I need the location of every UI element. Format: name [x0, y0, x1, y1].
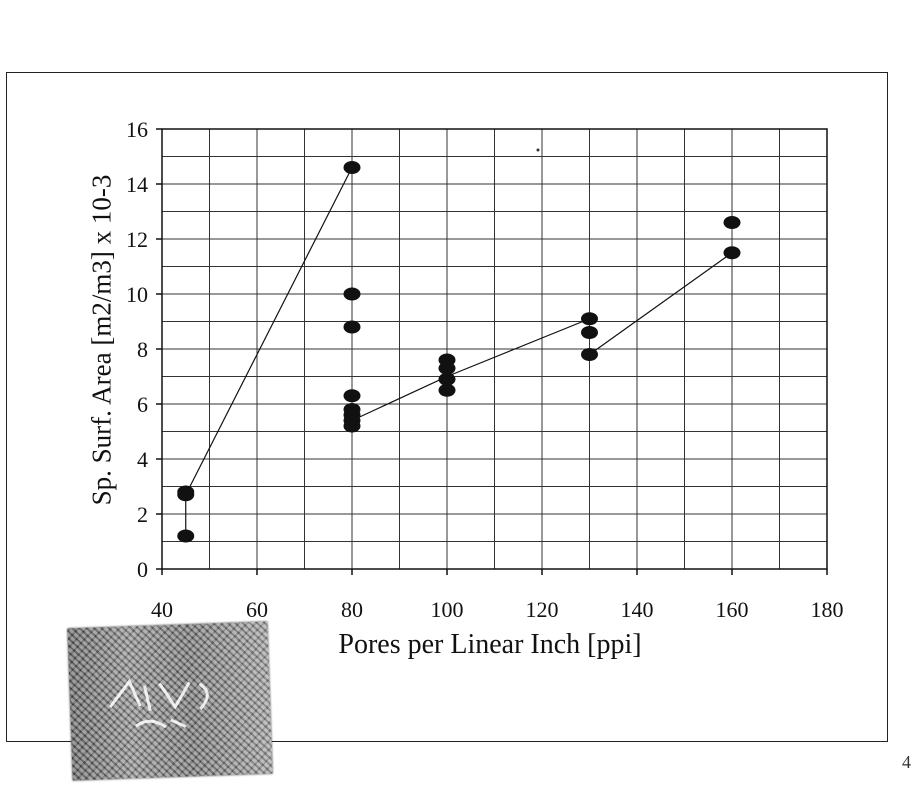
data-point [177, 488, 195, 502]
y-tick-label: 4 [137, 447, 148, 472]
y-tick-label: 14 [126, 172, 148, 197]
y-tick-label: 2 [137, 502, 148, 527]
data-point [581, 326, 598, 339]
x-tick-label: 60 [246, 597, 268, 622]
data-point [438, 361, 456, 375]
x-tick-label: 180 [811, 597, 844, 622]
x-tick-label: 100 [431, 597, 464, 622]
page-edge-mark: 4 [902, 752, 911, 772]
x-tick-label: 140 [621, 597, 654, 622]
x-tick-label: 160 [716, 597, 749, 622]
series-line [185, 167, 353, 496]
y-tick-label: 0 [137, 557, 148, 582]
series-line [589, 252, 733, 355]
data-point [438, 372, 456, 386]
data-point [343, 389, 361, 403]
x-axis-label: Pores per Linear Inch [ppi] [338, 629, 642, 660]
data-point [581, 348, 598, 361]
data-point [723, 246, 741, 260]
series-line [351, 375, 448, 422]
stamp-image [67, 621, 273, 781]
x-tick-label: 80 [341, 597, 363, 622]
y-tick-label: 8 [137, 337, 148, 362]
x-tick-label: 120 [526, 597, 559, 622]
data-point [581, 312, 598, 326]
y-tick-label: 16 [126, 117, 148, 142]
x-tick-label: 40 [151, 597, 173, 622]
data-point [343, 161, 361, 174]
data-point [723, 216, 741, 229]
data-point [343, 419, 361, 433]
y-tick-label: 12 [126, 227, 148, 252]
series-line [446, 318, 590, 378]
data-point [177, 529, 195, 543]
scan-dot [536, 148, 540, 152]
y-axis-label: Sp. Surf. Area [m2/m3] x 10-3 [86, 174, 117, 506]
y-tick-label: 10 [126, 282, 148, 307]
stamp-scribble-icon [108, 678, 209, 729]
data-point [343, 287, 361, 301]
data-point [343, 320, 361, 334]
y-tick-label: 6 [137, 392, 148, 417]
data-point [438, 383, 456, 397]
